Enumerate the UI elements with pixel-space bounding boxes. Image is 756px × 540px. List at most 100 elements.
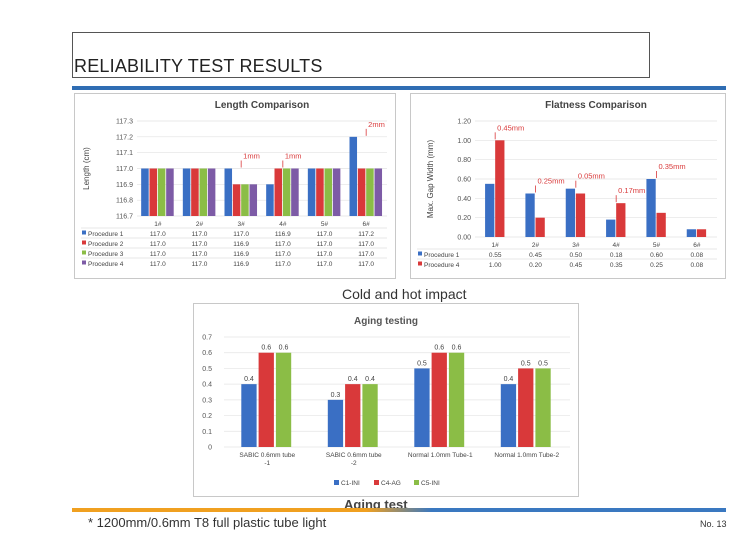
- legend-swatch: [82, 230, 86, 235]
- table-cell: 117.0: [192, 261, 208, 268]
- table-cell: 117.0: [358, 251, 374, 258]
- bar: [307, 168, 316, 216]
- x-category-label: 2#: [532, 242, 540, 249]
- data-label: 0.4: [504, 376, 514, 383]
- table-cell: 0.18: [610, 252, 623, 259]
- data-label: 0.3: [331, 392, 341, 399]
- table-cell: 0.55: [489, 252, 502, 259]
- legend-swatch: [414, 480, 419, 485]
- table-cell: 116.9: [275, 231, 291, 238]
- legend-entry: Procedure 1: [424, 252, 460, 259]
- title-box: RELIABILITY TEST RESULTS: [72, 32, 650, 78]
- legend-entry: C1-INI: [341, 480, 360, 487]
- bar: [191, 168, 199, 216]
- bar: [316, 168, 324, 216]
- table-cell: 117.0: [192, 241, 208, 248]
- bar: [224, 168, 233, 216]
- bar: [565, 188, 576, 237]
- table-cell: 0.08: [691, 262, 704, 269]
- chart-title: Aging testing: [354, 316, 418, 327]
- bar: [696, 229, 707, 237]
- x-category-label: Normal 1.0mm Tube-1: [408, 452, 473, 459]
- table-cell: 116.9: [233, 251, 249, 258]
- annotation-label: 1mm: [243, 152, 260, 161]
- bar: [357, 168, 366, 216]
- table-cell: 117.0: [275, 251, 291, 258]
- chart-title: Flatness Comparison: [545, 100, 647, 111]
- x-category-label: 3#: [238, 221, 246, 228]
- x-category-label: 5#: [653, 242, 661, 249]
- bar: [686, 229, 697, 237]
- bar: [207, 168, 216, 216]
- data-label: 0.6: [279, 345, 289, 352]
- table-cell: 0.45: [529, 252, 542, 259]
- bar: [141, 168, 149, 216]
- y-tick-label: 0.20: [457, 215, 471, 222]
- table-cell: 117.0: [150, 241, 166, 248]
- y-tick-label: 117.3: [116, 119, 133, 126]
- table-cell: 117.0: [317, 261, 333, 268]
- annotation-label: 1mm: [285, 152, 302, 161]
- table-cell: 116.9: [233, 241, 249, 248]
- page-title: RELIABILITY TEST RESULTS: [74, 56, 323, 76]
- legend-entry: Procedure 4: [424, 262, 460, 269]
- data-label: 0.6: [261, 345, 271, 352]
- x-category-label: 2#: [196, 221, 204, 228]
- annotation-label: 0.25mm: [538, 177, 565, 186]
- aging-chart-svg: Aging testing 0.7 0.6 0.5 0.4 0.3 0.2 0.1 0 0.4 0.…: [202, 316, 570, 487]
- y-axis-label: Max. Gap Width (mm): [426, 140, 435, 219]
- table-cell: 117.0: [192, 251, 208, 258]
- bar: [485, 183, 495, 237]
- y-axis-label: Length (cm): [82, 147, 91, 190]
- bar: [332, 168, 341, 216]
- bar: [275, 352, 292, 447]
- bar: [166, 168, 174, 216]
- legend-entry: Procedure 4: [88, 261, 124, 268]
- bar: [241, 384, 257, 447]
- x-category-label: 3#: [572, 242, 580, 249]
- table-cell: 0.35: [610, 262, 623, 269]
- length-comparison-chart: Length Comparison 117.3 117.2 117.1 117.0 116…: [74, 93, 396, 279]
- table-cell: 0.08: [691, 252, 704, 259]
- x-category-label: SABIC 0.6mm tube -2: [326, 452, 382, 467]
- y-tick-label: 1.20: [457, 119, 471, 126]
- page-number: No. 13: [700, 519, 727, 529]
- y-tick-label: 1.00: [457, 138, 471, 145]
- bar: [282, 168, 291, 216]
- bar: [525, 193, 535, 237]
- table-cell: 0.50: [570, 252, 583, 259]
- bar: [324, 168, 333, 216]
- y-tick-label: 0.00: [457, 235, 471, 242]
- table-cell: 0.25: [650, 262, 663, 269]
- y-tick-label: 116.7: [116, 214, 133, 221]
- bar: [274, 168, 283, 216]
- y-tick-label: 116.9: [116, 182, 133, 189]
- legend-entry: Procedure 2: [88, 241, 124, 248]
- bar: [374, 168, 383, 216]
- y-tick-label: 0: [208, 445, 212, 452]
- annotation-label: 0.17mm: [618, 186, 645, 195]
- x-category-label: 1#: [154, 221, 162, 228]
- annotation-label: 0.35mm: [659, 162, 686, 171]
- bar: [448, 352, 465, 447]
- legend-swatch: [82, 250, 86, 255]
- table-cell: 0.20: [529, 262, 542, 269]
- table-cell: 117.0: [317, 231, 333, 238]
- y-tick-label: 0.7: [202, 335, 212, 342]
- bar: [431, 352, 447, 447]
- flatness-comparison-chart: Flatness Comparison 1.20 1.00 0.80 0.60 0.40 0…: [410, 93, 726, 279]
- x-category-label: 1#: [492, 242, 500, 249]
- x-category-label: SABIC 0.6mm tube -1: [239, 452, 295, 467]
- legend-swatch: [418, 251, 422, 256]
- bar: [199, 168, 208, 216]
- top-divider: [72, 86, 726, 90]
- bar: [414, 368, 430, 447]
- bar: [149, 168, 158, 216]
- y-tick-label: 0.40: [457, 196, 471, 203]
- y-tick-label: 117.1: [116, 150, 133, 157]
- annotation-label: 0.05mm: [578, 172, 605, 181]
- bar: [241, 184, 249, 216]
- y-tick-label: 0.60: [457, 177, 471, 184]
- table-cell: 116.9: [233, 261, 249, 268]
- annotation-label: 0.45mm: [497, 123, 524, 132]
